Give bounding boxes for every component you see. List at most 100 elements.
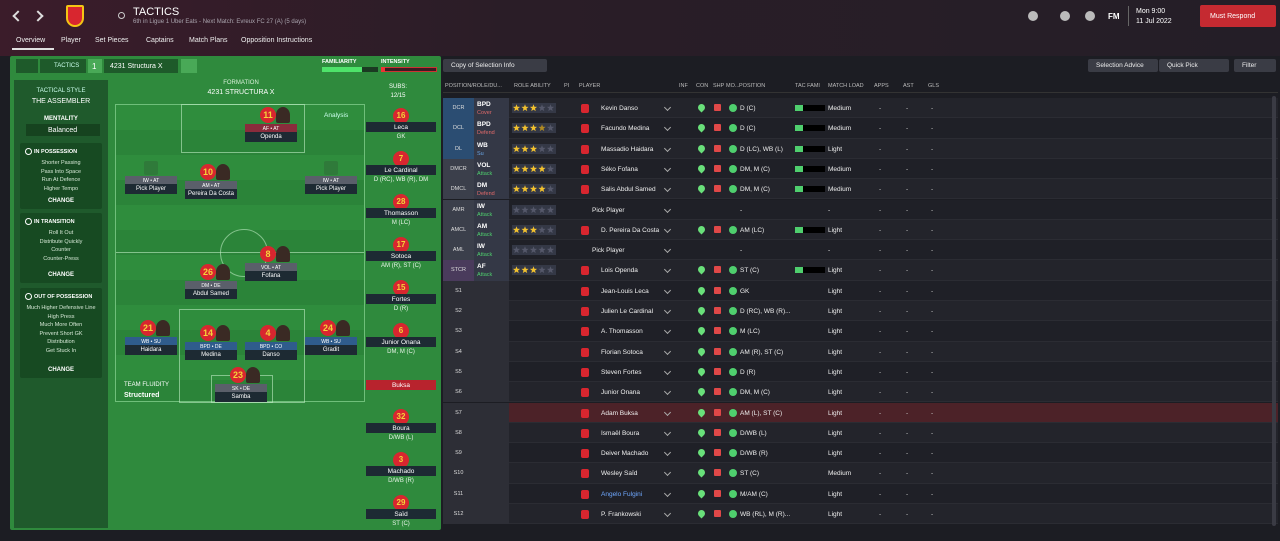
player-card[interactable]: 8 VOL • AT Fofana	[245, 246, 297, 282]
player-name[interactable]: Julien Le Cardinal	[601, 308, 654, 315]
table-row[interactable]: S12 P. Frankowski WB (RL), M (R)... Light - -…	[443, 504, 1278, 525]
player-dropdown[interactable]	[663, 428, 672, 436]
player-name[interactable]: Pick Player	[592, 206, 625, 214]
player-dropdown[interactable]	[663, 144, 672, 152]
player-dropdown[interactable]	[663, 103, 672, 112]
player-name[interactable]: Deiver Machado	[601, 450, 649, 458]
substitute[interactable]: 32 Boura D/WB (L)	[366, 409, 436, 451]
copy-selection-button[interactable]: Copy of Selection Info	[443, 59, 547, 72]
table-row[interactable]: DMCR VOL Attack Séko Fofana DM, M (C) Medium -…	[443, 158, 1278, 180]
player-dropdown[interactable]	[663, 225, 672, 233]
player-dropdown[interactable]	[663, 164, 672, 172]
table-row[interactable]: S3 A. Thomasson M (LC) Light - - -	[443, 321, 1278, 342]
quick-pick-button[interactable]: Quick Pick	[1159, 59, 1229, 72]
player-name[interactable]: Adam Buksa	[601, 409, 638, 417]
column-header[interactable]: MATCH LOAD	[828, 83, 864, 89]
toolbar-icon[interactable]	[1028, 11, 1038, 21]
player-name[interactable]: A. Thomasson	[601, 328, 643, 336]
player-dropdown[interactable]	[663, 367, 672, 375]
player-dropdown[interactable]	[663, 347, 672, 355]
tab[interactable]: Set Pieces	[95, 37, 129, 44]
substitute[interactable]: 7 Le Cardinal D (RC), WB (R), DM	[366, 151, 436, 193]
tab[interactable]: Opposition Instructions	[241, 37, 313, 44]
change-button[interactable]: CHANGE	[47, 272, 74, 278]
toolbar-icon[interactable]	[1085, 11, 1095, 21]
player-card[interactable]: 4 BPD • CO Danso	[245, 325, 297, 361]
player-name[interactable]: Wesley Saïd	[601, 470, 638, 478]
substitute[interactable]: 16 Leca GK	[366, 108, 436, 150]
player-card[interactable]: 10 AM • AT Pereira Da Costa	[185, 164, 237, 200]
substitute[interactable]: 15 Fortes D (R)	[366, 280, 436, 322]
tactic-tab[interactable]: TACTICS	[40, 59, 86, 73]
player-dropdown[interactable]	[663, 124, 672, 132]
tab[interactable]: Overview	[16, 37, 46, 44]
column-header[interactable]: AST	[903, 83, 914, 89]
player-card[interactable]: 26 DM • DE Abdul Samed	[185, 264, 237, 300]
table-row[interactable]: S2 Julien Le Cardinal D (RC), WB (R)... Lig…	[443, 301, 1278, 322]
column-header[interactable]: PI	[564, 83, 570, 89]
toolbar-icon[interactable]	[1060, 11, 1070, 21]
player-dropdown[interactable]	[663, 509, 672, 518]
fm-logo[interactable]: FM	[1108, 12, 1120, 21]
substitute[interactable]: Buksa	[366, 366, 436, 408]
player-dropdown[interactable]	[663, 286, 672, 294]
table-row[interactable]: S10 Wesley Saïd ST (C) Medium - - -	[443, 463, 1278, 484]
player-name[interactable]: Lois Openda	[601, 267, 638, 275]
collapse-button[interactable]	[16, 59, 38, 73]
player-card[interactable]: 11 AF • AT Openda	[245, 107, 297, 143]
table-row[interactable]: S9 Deiver Machado D/WB (R) Light - - -	[443, 443, 1278, 464]
column-header[interactable]: POSITION	[739, 83, 766, 89]
column-header[interactable]: TAC FAMI	[795, 83, 820, 89]
player-name[interactable]: Steven Fortes	[601, 368, 642, 376]
table-row[interactable]: AML IW Attack Pick Player - - - - -	[443, 240, 1278, 261]
player-dropdown[interactable]	[663, 205, 672, 213]
table-row[interactable]: DMCL DM Defend Salis Abdul Samed DM, M (C) Me…	[443, 179, 1278, 200]
player-name[interactable]: Angelo Fulgini	[601, 490, 643, 498]
player-dropdown[interactable]	[663, 469, 672, 477]
player-card[interactable]: 14 BPD • DE Medina	[185, 325, 237, 361]
table-row[interactable]: S7 Adam Buksa AM (L), ST (C) Light - - -	[443, 402, 1278, 423]
mentality-select[interactable]: Balanced	[26, 124, 100, 136]
player-name[interactable]: D. Pereira Da Costa	[601, 226, 660, 234]
table-row[interactable]: S5 Steven Fortes D (R) Light - - -	[443, 361, 1278, 383]
column-header[interactable]: ROLE ABILITY	[514, 83, 551, 89]
change-button[interactable]: CHANGE	[47, 198, 74, 204]
filter-button[interactable]: Filter	[1234, 59, 1276, 72]
player-dropdown[interactable]	[663, 185, 672, 193]
change-button[interactable]: CHANGE	[47, 367, 74, 373]
player-card[interactable]: 24 WB • SU Gradit	[305, 320, 357, 356]
column-header[interactable]: MO...	[726, 83, 740, 89]
substitute[interactable]: 3 Machado D/WB (R)	[366, 452, 436, 494]
table-row[interactable]: AMR IW Attack Pick Player - - - - -	[443, 199, 1278, 220]
player-name[interactable]: Jean-Louis Leca	[601, 287, 649, 295]
tab[interactable]: Player	[61, 37, 81, 44]
table-row[interactable]: S6 Junior Onana DM, M (C) Light - - -	[443, 382, 1278, 403]
column-header[interactable]: GLS	[928, 83, 940, 89]
add-tactic[interactable]	[181, 59, 197, 73]
player-name[interactable]: Séko Fofana	[601, 165, 638, 173]
table-row[interactable]: AMCL AM Attack D. Pereira Da Costa AM (LC) Li…	[443, 219, 1278, 241]
tab[interactable]: Captains	[146, 37, 174, 44]
player-dropdown[interactable]	[663, 489, 672, 497]
selection-advice-button[interactable]: Selection Advice	[1088, 59, 1158, 72]
player-card[interactable]: IW • AT Pick Player	[305, 159, 357, 195]
analysis-link[interactable]: Analysis	[324, 112, 349, 119]
player-card[interactable]: 21 WB • SU Haidara	[125, 320, 177, 356]
table-row[interactable]: S8 Ismaël Boura D/WB (L) Light - - -	[443, 422, 1278, 444]
player-dropdown[interactable]	[663, 408, 672, 416]
player-name[interactable]: Facundo Medina	[601, 125, 650, 133]
player-card[interactable]: IW • AT Pick Player	[125, 159, 177, 195]
player-name[interactable]: Kevin Danso	[601, 105, 638, 112]
substitute[interactable]: 28 Thomasson M (LC)	[366, 194, 436, 236]
tactic-slot[interactable]: 1	[88, 59, 102, 73]
substitute[interactable]: 6 Junior Onana DM, M (C)	[366, 323, 436, 365]
player-dropdown[interactable]	[663, 388, 672, 396]
table-row[interactable]: DL WB Su Massadio Haidara D (LC), WB (L) Ligh…	[443, 138, 1278, 159]
player-dropdown[interactable]	[663, 246, 672, 254]
table-row[interactable]: DCL BPD Defend Facundo Medina D (C) Medium - - -	[443, 118, 1278, 139]
substitute[interactable]: 17 Sotoca AM (R), ST (C)	[366, 237, 436, 279]
table-row[interactable]: DCR BPD Cover Kevin Danso D (C) Medium - - -	[443, 98, 1278, 119]
player-dropdown[interactable]	[663, 327, 672, 335]
formation-name[interactable]: 4231 STRUCTURA X	[207, 89, 275, 96]
player-dropdown[interactable]	[663, 306, 672, 315]
